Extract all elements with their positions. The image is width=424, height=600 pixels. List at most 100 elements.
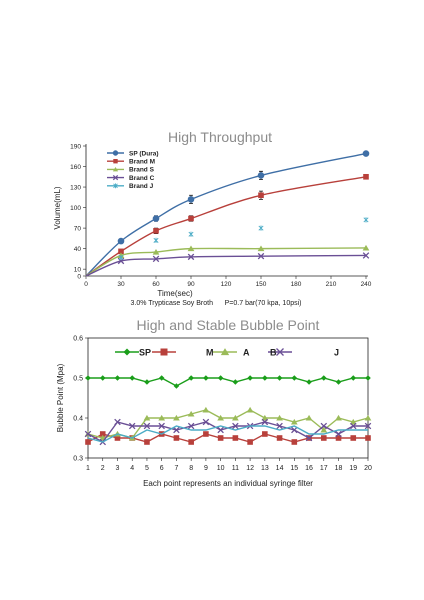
throughput-legend-marker [112, 174, 119, 181]
bubble-point-ticks: 1 2 3 4 5 6 7 8 9 10 11 12 13 14 15 16 17 18 19 200.30.40.5… [73, 336, 372, 473]
throughput-data-point [257, 252, 265, 260]
bubble-point-chart: High and Stable Bubble Point 1 2 3 4 5 6 7 8 9 10… [56, 317, 372, 488]
throughput-x-axis-label: Time(sec) [157, 289, 193, 298]
throughput-x-tick-label: 30 [117, 281, 125, 288]
bubble-point-legend-marker [276, 348, 284, 356]
bubble-point-legend-label: A [243, 348, 250, 358]
throughput-series [85, 150, 370, 277]
throughput-data-point [362, 252, 370, 259]
bubble-point-y-axis-label: Bubble Point (Mpa) [56, 363, 65, 432]
bubble-point-x-tick-label: 20 [364, 465, 372, 472]
throughput-x-tick-label: 90 [187, 281, 195, 288]
throughput-data-point [153, 237, 159, 244]
bubble-point-legend-marker [160, 348, 168, 356]
bubble-point-series [84, 375, 372, 446]
bubble-point-data-point [84, 430, 92, 438]
throughput-data-point [188, 231, 194, 237]
bubble-point-data-point [232, 422, 239, 430]
bubble-point-y-tick-label: 0.3 [73, 456, 83, 463]
throughput-y-tick-label: 190 [70, 143, 81, 150]
throughput-x-tick-label: 0 [84, 281, 88, 288]
bubble-point-data-point [350, 422, 357, 430]
bubble-point-data-point [232, 379, 239, 385]
throughput-series-line [85, 176, 367, 277]
throughput-y-tick-label: 70 [74, 225, 82, 232]
bubble-point-data-point [85, 439, 91, 445]
throughput-data-point [257, 245, 265, 252]
bubble-point-x-tick-label: 13 [261, 465, 269, 472]
throughput-legend-label: Brand M [129, 159, 155, 166]
bubble-point-data-point [144, 379, 150, 385]
throughput-x-tick-label: 150 [256, 281, 267, 288]
bubble-point-data-point [232, 414, 239, 421]
bubble-point-data-point [217, 435, 224, 441]
bubble-point-data-point [158, 414, 166, 421]
bubble-point-x-tick-label: 1 [86, 465, 90, 472]
bubble-point-data-point [335, 435, 342, 441]
throughput-data-point [188, 215, 194, 222]
bubble-point-axes [87, 337, 369, 459]
bubble-point-data-point [114, 435, 121, 441]
bubble-point-legend: SP M A B J [115, 348, 339, 358]
throughput-series-line [85, 247, 367, 277]
bubble-point-data-point [320, 426, 328, 433]
bubble-point-data-point [262, 431, 268, 437]
bubble-point-x-tick-label: 4 [130, 465, 134, 472]
bubble-point-data-point [99, 375, 106, 381]
bubble-point-legend-marker [123, 348, 131, 356]
bubble-point-data-point [350, 435, 357, 441]
throughput-data-point [257, 172, 265, 179]
bubble-point-data-point [173, 414, 180, 421]
bubble-point-x-tick-label: 12 [246, 465, 254, 472]
throughput-y-axis-label: Volume(mL) [53, 186, 62, 229]
throughput-data-point [153, 228, 159, 234]
bubble-point-data-point [364, 414, 372, 421]
bubble-point-x-tick-label: 17 [320, 465, 328, 472]
bubble-point-data-point [291, 439, 298, 445]
bubble-point-data-point [261, 418, 269, 426]
bubble-point-x-tick-label: 14 [276, 465, 284, 472]
bubble-point-legend-label: SP [139, 348, 151, 358]
bubble-point-data-point [128, 422, 136, 430]
bubble-point-data-point [173, 426, 180, 434]
throughput-axes [85, 144, 368, 277]
bubble-point-x-tick-label: 5 [145, 465, 149, 472]
throughput-x-tick-label: 120 [221, 281, 232, 288]
bubble-point-data-point [262, 375, 268, 381]
throughput-legend-label: Brand C [129, 175, 155, 182]
bubble-point-data-point [290, 418, 298, 425]
bubble-point-data-point [158, 422, 165, 430]
bubble-point-data-point [217, 414, 224, 421]
bubble-point-data-point [320, 375, 327, 381]
throughput-y-tick-label: 40 [74, 246, 82, 253]
bubble-point-data-point [335, 430, 342, 438]
throughput-y-tick-label: 100 [70, 205, 81, 212]
bubble-point-data-point [305, 414, 313, 421]
bubble-point-x-tick-label: 15 [290, 465, 298, 472]
bubble-point-data-point [247, 439, 253, 445]
bubble-point-data-point [173, 383, 180, 389]
bubble-point-legend-label: B [270, 348, 277, 358]
bubble-point-x-tick-label: 11 [232, 465, 239, 472]
throughput-series-line [85, 254, 367, 277]
bubble-point-data-point [202, 406, 210, 413]
throughput-data-point [118, 254, 124, 261]
throughput-legend-label: SP (Dura) [129, 150, 159, 157]
bubble-point-data-point [203, 375, 209, 381]
bubble-point-data-point [173, 435, 180, 441]
bubble-point-data-point [188, 375, 194, 381]
bubble-point-y-tick-label: 0.5 [73, 376, 83, 383]
bubble-point-data-point [187, 422, 195, 430]
bubble-point-plot-frame [87, 337, 369, 459]
throughput-data-point [187, 245, 195, 252]
throughput-legend-marker [113, 183, 118, 189]
bubble-point-data-point [291, 375, 298, 381]
throughput-data-point [363, 217, 369, 223]
bubble-point-data-point [350, 375, 357, 381]
bubble-point-data-point [114, 375, 121, 381]
bubble-point-data-point [188, 439, 194, 445]
bubble-point-data-point [85, 375, 91, 381]
bubble-point-x-tick-label: 7 [174, 465, 178, 472]
